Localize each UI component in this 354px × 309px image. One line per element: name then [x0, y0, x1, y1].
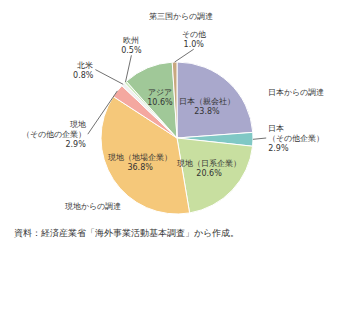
svg-text:日本（親会社）23.8%: 日本（親会社）23.8%	[179, 96, 235, 115]
svg-text:日本からの調達: 日本からの調達	[268, 88, 324, 97]
svg-text:現地（地場企業）36.8%: 現地（地場企業）36.8%	[108, 153, 172, 172]
svg-text:アジア10.6%: アジア10.6%	[147, 88, 173, 107]
svg-text:現地からの調達: 現地からの調達	[65, 202, 121, 211]
svg-text:欧州0.5%: 欧州0.5%	[121, 36, 142, 55]
svg-text:その他1.0%: その他1.0%	[182, 30, 206, 49]
svg-text:日本（その他企業）2.9%: 日本（その他企業）2.9%	[268, 124, 324, 153]
svg-text:第三国からの調達: 第三国からの調達	[149, 12, 213, 21]
svg-text:現地（その他の企業）2.9%: 現地（その他の企業）2.9%	[22, 120, 86, 149]
html-text:資料：経済産業省「海外事業活動基本調査」から作成。: 資料：経済産業省「海外事業活動基本調査」から作成。	[14, 228, 239, 238]
svg-text:北米0.8%: 北米0.8%	[73, 60, 94, 79]
svg-text:現地（日系企業）20.6%: 現地（日系企業）20.6%	[177, 159, 241, 178]
